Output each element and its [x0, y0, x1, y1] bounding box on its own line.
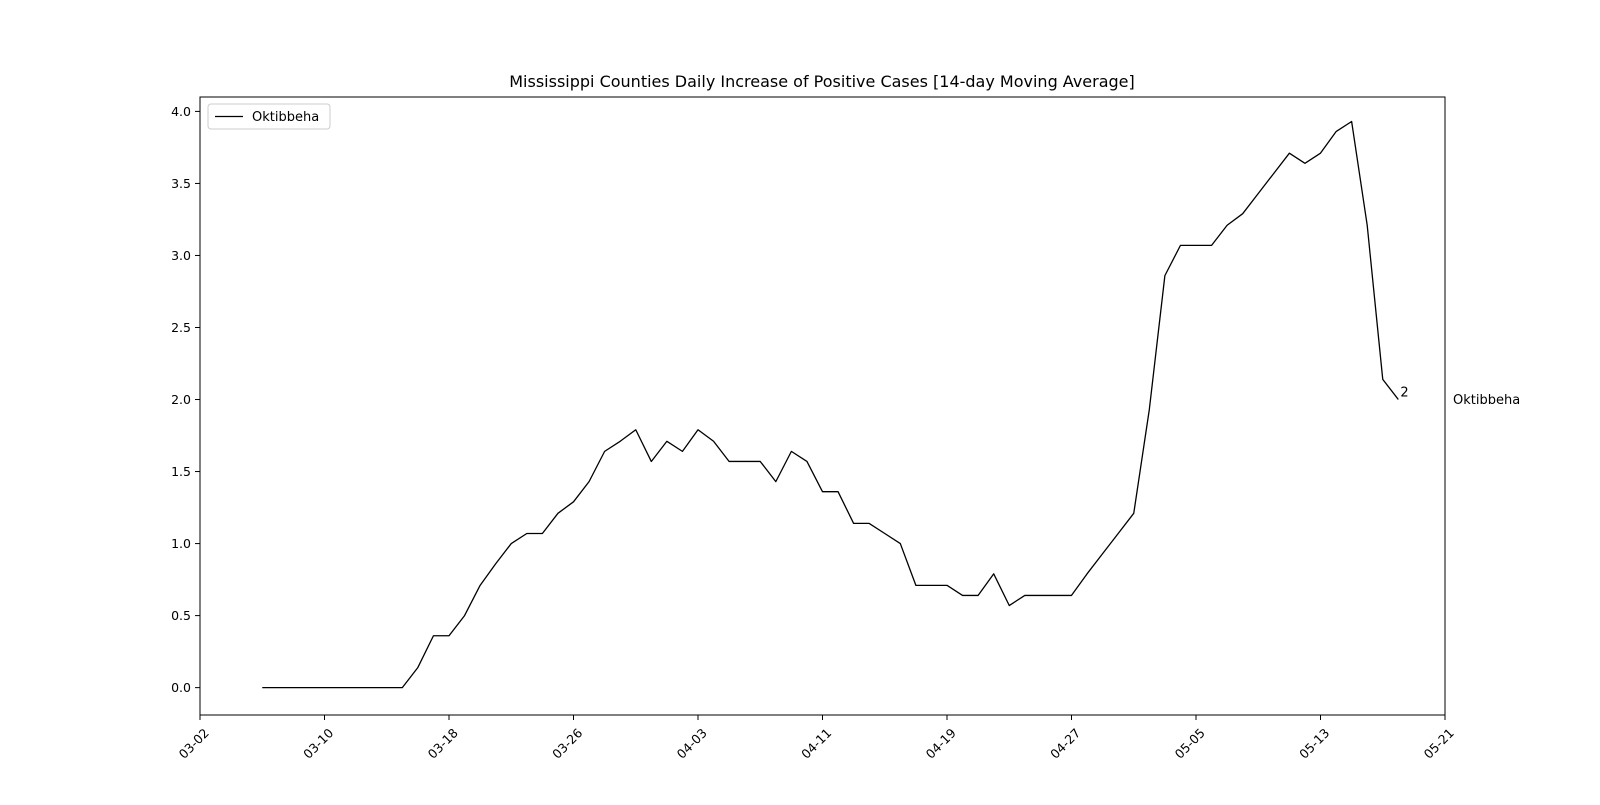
y-tick-label: 2.0	[171, 392, 191, 407]
y-tick-label: 1.5	[171, 464, 191, 479]
x-tick-label: 03-18	[425, 725, 461, 761]
chart-title: Mississippi Counties Daily Increase of P…	[509, 72, 1135, 91]
last-value-label: 2	[1400, 386, 1408, 401]
series-end-label: Oktibbeha	[1453, 393, 1520, 408]
y-tick-label: 0.5	[171, 608, 191, 623]
y-tick-label: 4.0	[171, 104, 191, 119]
legend[interactable]: Oktibbeha	[207, 103, 331, 130]
series-layer	[262, 120, 1399, 689]
x-tick-label: 03-26	[549, 725, 585, 761]
x-tick-label: 04-27	[1047, 725, 1083, 761]
y-tick-label: 2.5	[171, 320, 191, 335]
x-tick-label: 05-13	[1296, 725, 1332, 761]
plot-area	[199, 96, 1446, 716]
y-tick-label: 0.0	[171, 680, 191, 695]
y-axis: 0.0 0.5 1.0 1.5 2.0 2.5 3.0 3.5 4.0	[171, 104, 200, 695]
series-line-oktibbeha	[262, 120, 1399, 689]
x-tick-label: 05-05	[1172, 725, 1208, 761]
x-tick-label: 05-21	[1421, 725, 1457, 761]
x-tick-label: 04-11	[798, 725, 834, 761]
y-tick-label: 3.0	[171, 248, 191, 263]
x-axis: 03-02 03-10 03-18 03-26 04-03 04-11 04-19 04-27…	[176, 715, 1457, 762]
y-tick-label: 3.5	[171, 176, 191, 191]
annotations: 2 Oktibbeha	[1400, 386, 1520, 409]
legend-label: Oktibbeha	[252, 110, 319, 125]
x-tick-label: 04-03	[674, 725, 710, 761]
x-tick-label: 03-02	[176, 725, 212, 761]
plot-frame	[199, 96, 1446, 716]
y-tick-label: 1.0	[171, 536, 191, 551]
x-tick-label: 04-19	[923, 725, 959, 761]
legend-box	[207, 103, 331, 130]
x-tick-label: 03-10	[300, 725, 336, 761]
